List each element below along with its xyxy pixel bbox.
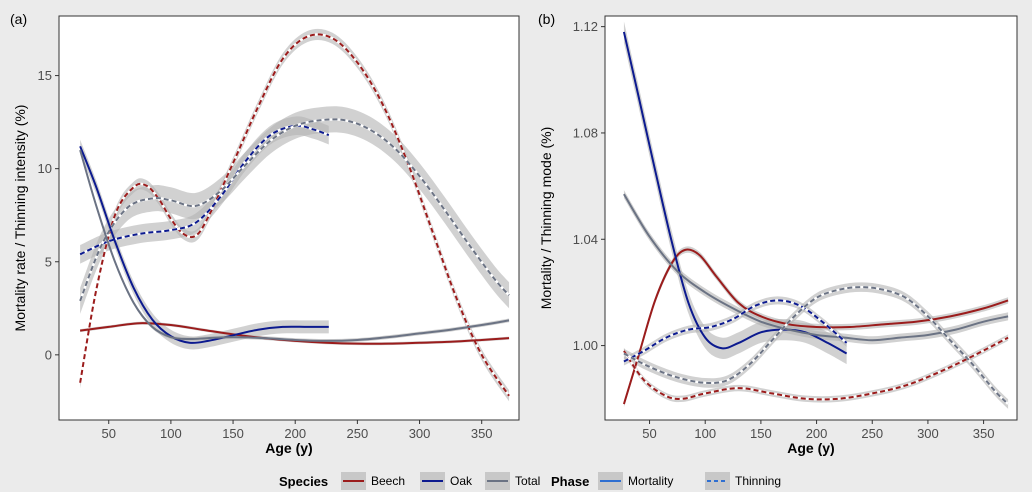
y-tick-label: 1.00 <box>573 338 598 353</box>
series-line-beech-thinning <box>623 336 1009 401</box>
plot-layer <box>622 21 1009 409</box>
x-tick-label: 150 <box>750 426 772 441</box>
ci-band-total-thinning <box>80 106 510 314</box>
legend: Species Beech Oak Total Phase Mortality Thinni… <box>279 472 781 490</box>
series-line-oak-thinning <box>623 299 848 363</box>
series-line-total-thinning <box>79 118 510 302</box>
series-line-total-mortality <box>79 149 510 342</box>
legend-label-thinning: Thinning <box>735 474 781 488</box>
ci-band-beech-thinning <box>80 28 510 402</box>
series-line-total-thinning <box>623 286 1009 405</box>
x-tick-label: 350 <box>471 426 493 441</box>
x-tick-label: 250 <box>861 426 883 441</box>
x-tick-label: 300 <box>409 426 431 441</box>
legend-title-species: Species <box>279 474 328 489</box>
legend-label-total: Total <box>515 474 540 488</box>
x-tick-label: 150 <box>222 426 244 441</box>
x-tick-label: 100 <box>694 426 716 441</box>
series-line-beech-thinning <box>79 33 510 397</box>
panel-a: 50 100 150 200 250 300 350 0 5 10 15 Age (y) Mortali… <box>10 11 520 456</box>
panel-b: 50 100 150 200 250 300 350 1.00 1.04 1.08 1.12 Age … <box>538 11 1018 456</box>
series-line-total-mortality <box>623 193 1009 342</box>
legend-title-phase: Phase <box>551 474 589 489</box>
legend-label-oak: Oak <box>450 474 473 488</box>
plot-frame <box>58 15 520 421</box>
x-tick-label: 50 <box>642 426 656 441</box>
ci-band-total-mortality <box>623 190 1009 345</box>
panel-label: (b) <box>538 11 555 27</box>
y-tick-label: 0 <box>45 347 52 362</box>
series-underlay-oak-thinning <box>79 124 330 256</box>
ci-band-beech-thinning <box>623 334 1009 403</box>
plot-area <box>605 16 1017 420</box>
legend-label-beech: Beech <box>371 474 405 488</box>
plot-layer <box>78 28 511 402</box>
y-tick-label: 10 <box>38 161 52 176</box>
ci-band-oak-thinning <box>80 116 329 264</box>
ci-band-oak-mortality <box>623 21 847 365</box>
y-tick-label: 1.08 <box>573 125 598 140</box>
x-tick-label: 100 <box>160 426 182 441</box>
series-line-beech-mortality <box>622 248 1009 405</box>
y-tick-label: 1.04 <box>573 232 598 247</box>
x-tick-label: 200 <box>806 426 828 441</box>
x-axis-label: Age (y) <box>265 440 312 456</box>
series-line-oak-mortality <box>79 145 329 344</box>
y-tick-label: 15 <box>38 68 52 83</box>
x-axis-label: Age (y) <box>787 440 834 456</box>
x-tick-label: 200 <box>284 426 306 441</box>
legend-label-mortality: Mortality <box>628 474 673 488</box>
x-tick-label: 50 <box>101 426 115 441</box>
y-axis-label: Mortality rate / Thinning intensity (%) <box>12 105 28 332</box>
x-tick-label: 250 <box>347 426 369 441</box>
x-tick-label: 350 <box>973 426 995 441</box>
y-tick-label: 5 <box>45 254 52 269</box>
ci-band-oak-mortality <box>80 139 329 350</box>
y-tick-label: 1.12 <box>573 19 598 34</box>
panel-label: (a) <box>10 11 27 27</box>
x-tick-label: 300 <box>917 426 939 441</box>
y-axis-label: Mortality / Thinning mode (%) <box>538 127 554 310</box>
plot-frame <box>604 15 1018 421</box>
